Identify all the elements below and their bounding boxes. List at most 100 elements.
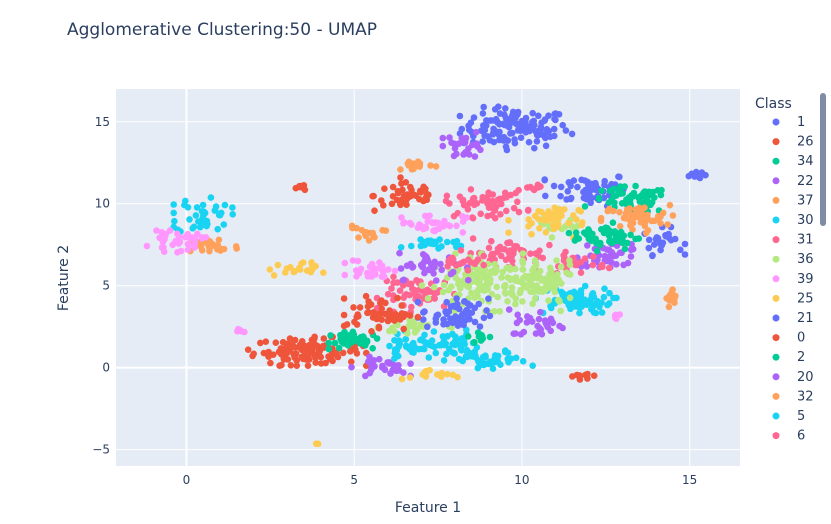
data-point bbox=[177, 247, 185, 255]
legend-item-1[interactable]: 1 bbox=[772, 115, 806, 130]
data-point bbox=[651, 217, 658, 225]
data-point bbox=[170, 201, 177, 208]
data-point bbox=[458, 125, 466, 133]
legend-item-37[interactable]: 37 bbox=[772, 193, 814, 208]
legend-marker bbox=[772, 138, 780, 146]
legend-item-36[interactable]: 36 bbox=[772, 252, 814, 267]
data-point bbox=[529, 267, 536, 274]
data-point bbox=[510, 204, 518, 212]
data-point bbox=[402, 342, 410, 350]
data-point bbox=[422, 224, 430, 232]
data-point bbox=[442, 197, 450, 205]
data-point bbox=[574, 183, 581, 191]
data-point bbox=[555, 296, 562, 304]
legend-marker bbox=[772, 275, 780, 283]
data-point bbox=[539, 288, 546, 296]
data-point bbox=[408, 242, 415, 250]
data-point bbox=[579, 219, 586, 226]
data-point bbox=[553, 207, 561, 215]
data-point bbox=[443, 350, 450, 358]
legend-label: 6 bbox=[797, 429, 805, 444]
series-37 bbox=[187, 158, 679, 311]
data-point bbox=[648, 199, 656, 206]
data-point bbox=[244, 346, 252, 354]
data-point bbox=[170, 209, 177, 217]
legend-item-25[interactable]: 25 bbox=[772, 291, 814, 306]
data-point bbox=[370, 309, 377, 316]
data-point bbox=[171, 217, 178, 225]
legend-item-22[interactable]: 22 bbox=[772, 174, 814, 189]
data-point bbox=[474, 143, 482, 150]
data-point bbox=[329, 351, 336, 359]
data-point bbox=[199, 215, 206, 223]
legend-scrollbar[interactable] bbox=[820, 93, 826, 226]
data-point bbox=[627, 222, 634, 229]
data-point bbox=[622, 215, 630, 222]
y-tick-label: 15 bbox=[95, 115, 110, 129]
legend-item-32[interactable]: 32 bbox=[772, 389, 814, 404]
data-point bbox=[367, 301, 375, 308]
data-point bbox=[651, 241, 658, 248]
data-point bbox=[447, 270, 455, 278]
legend-item-34[interactable]: 34 bbox=[772, 154, 814, 169]
legend-item-2[interactable]: 2 bbox=[772, 350, 806, 365]
data-point bbox=[385, 360, 393, 367]
data-point bbox=[390, 327, 398, 335]
legend-item-21[interactable]: 21 bbox=[772, 311, 814, 326]
data-point bbox=[484, 212, 491, 220]
data-point bbox=[311, 335, 318, 342]
legend-item-30[interactable]: 30 bbox=[772, 213, 814, 228]
legend-item-39[interactable]: 39 bbox=[772, 272, 814, 287]
data-point bbox=[423, 367, 430, 375]
data-point bbox=[481, 126, 489, 134]
data-point bbox=[440, 221, 448, 228]
data-point bbox=[581, 282, 589, 290]
legend-item-20[interactable]: 20 bbox=[772, 370, 814, 385]
data-point bbox=[584, 370, 591, 378]
data-point bbox=[407, 260, 415, 268]
legend-item-26[interactable]: 26 bbox=[772, 135, 814, 150]
data-point bbox=[512, 354, 520, 362]
data-point bbox=[666, 201, 674, 209]
data-point bbox=[547, 327, 554, 335]
data-point bbox=[407, 183, 414, 191]
data-point bbox=[458, 347, 465, 354]
data-point bbox=[560, 257, 568, 264]
legend[interactable]: Class 1 26 34 22 37 30 31 36 39 25 21 0 2 20 32 5 6 bbox=[755, 96, 814, 444]
data-point bbox=[401, 310, 409, 318]
legend-marker bbox=[772, 236, 780, 244]
data-point bbox=[444, 370, 451, 378]
data-point bbox=[524, 313, 531, 320]
data-point bbox=[454, 373, 461, 381]
data-point bbox=[529, 109, 536, 117]
legend-marker bbox=[772, 334, 780, 342]
legend-item-6[interactable]: 6 bbox=[772, 429, 806, 444]
data-point bbox=[350, 304, 357, 311]
data-points bbox=[143, 103, 709, 448]
data-point bbox=[629, 215, 636, 223]
data-point bbox=[549, 319, 557, 327]
data-point bbox=[582, 297, 590, 305]
data-point bbox=[162, 232, 169, 240]
data-point bbox=[364, 273, 372, 280]
data-point bbox=[480, 103, 488, 111]
data-point bbox=[234, 325, 242, 333]
x-tick-label: 5 bbox=[350, 473, 358, 487]
data-point bbox=[604, 301, 611, 309]
data-point bbox=[516, 316, 523, 324]
legend-item-0[interactable]: 0 bbox=[772, 331, 806, 346]
data-point bbox=[430, 283, 438, 291]
legend-item-31[interactable]: 31 bbox=[772, 233, 814, 248]
data-point bbox=[512, 189, 520, 197]
data-point bbox=[419, 251, 427, 258]
data-point bbox=[440, 357, 448, 364]
data-point bbox=[588, 180, 596, 188]
data-point bbox=[279, 338, 287, 346]
data-point bbox=[391, 267, 399, 275]
data-point bbox=[439, 142, 447, 150]
legend-item-5[interactable]: 5 bbox=[772, 409, 806, 424]
data-point bbox=[609, 207, 617, 215]
data-point bbox=[250, 350, 257, 358]
data-point bbox=[348, 363, 355, 371]
data-point bbox=[260, 349, 268, 357]
